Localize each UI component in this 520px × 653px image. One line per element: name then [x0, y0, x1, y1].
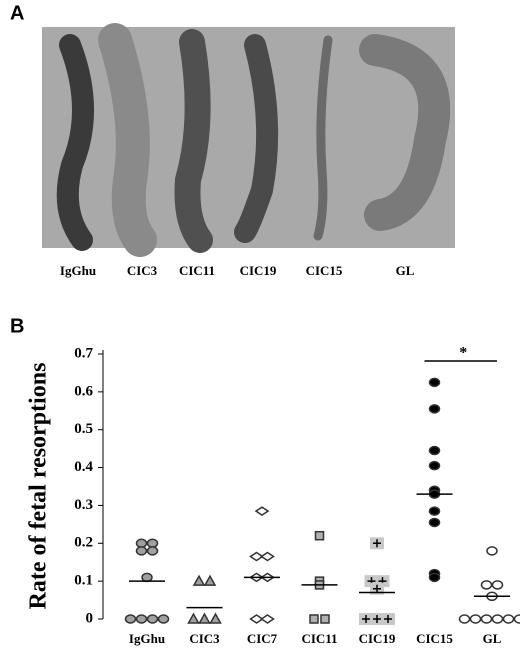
point	[135, 546, 148, 556]
point	[203, 574, 217, 586]
point	[428, 445, 441, 456]
point	[260, 614, 275, 624]
point	[428, 572, 441, 583]
photo-label: CIC3	[127, 263, 158, 278]
point	[198, 612, 211, 624]
x-tick-label: CIC11	[301, 631, 337, 646]
point	[428, 460, 441, 471]
point	[480, 580, 493, 590]
point	[146, 538, 159, 549]
y-tick-label: 0.3	[74, 497, 93, 513]
point	[469, 614, 482, 624]
annotation: *	[459, 345, 467, 362]
y-tick-label: 0.5	[74, 421, 93, 437]
x-tick-label: GL	[483, 631, 502, 646]
x-tick-label: CIC7	[247, 631, 278, 646]
point	[513, 614, 520, 624]
photo-label: CIC11	[179, 263, 215, 278]
point	[480, 614, 493, 624]
point	[428, 377, 441, 388]
point	[192, 574, 206, 586]
point	[254, 506, 270, 517]
x-tick-label: CIC15	[416, 631, 453, 646]
photo	[42, 23, 455, 257]
x-tick-label: IgGhu	[129, 631, 165, 646]
point	[428, 404, 441, 414]
point	[491, 580, 504, 590]
x-tick-label: CIC3	[189, 631, 220, 646]
point	[146, 546, 159, 556]
photo-label: CIC15	[306, 263, 343, 278]
x-tick-label: CIC19	[359, 631, 396, 646]
point-glyph	[362, 615, 370, 623]
point	[135, 538, 148, 549]
point	[135, 614, 148, 624]
point	[157, 614, 170, 624]
y-tick-label: 0.1	[74, 573, 93, 589]
y-tick-label: 0.7	[74, 345, 93, 361]
y-axis-title: Rate of fetal resorptions	[26, 363, 52, 610]
point	[486, 546, 498, 556]
point	[320, 614, 330, 624]
y-tick-label: 0.2	[74, 535, 93, 551]
point	[428, 517, 441, 528]
point	[309, 614, 319, 624]
point	[428, 506, 441, 516]
y-tick-label: 0	[86, 610, 94, 626]
point-glyph	[373, 584, 381, 593]
point	[314, 530, 325, 541]
photo-label: GL	[396, 263, 415, 278]
point	[124, 614, 137, 624]
point	[187, 612, 200, 624]
y-tick-label: 0.6	[74, 383, 93, 399]
point	[141, 572, 153, 583]
point	[260, 551, 275, 562]
point	[209, 612, 222, 624]
panel-letter: B	[10, 315, 24, 337]
panel-letter: A	[10, 2, 24, 24]
point	[146, 614, 159, 624]
point	[458, 614, 471, 624]
point	[502, 614, 515, 624]
point-glyph	[373, 615, 381, 623]
point	[491, 614, 504, 624]
point-glyph	[373, 539, 381, 548]
photo-label: IgGhu	[60, 263, 96, 278]
point-glyph	[384, 615, 392, 623]
photo-label: CIC19	[240, 263, 277, 278]
y-tick-label: 0.4	[74, 459, 93, 475]
